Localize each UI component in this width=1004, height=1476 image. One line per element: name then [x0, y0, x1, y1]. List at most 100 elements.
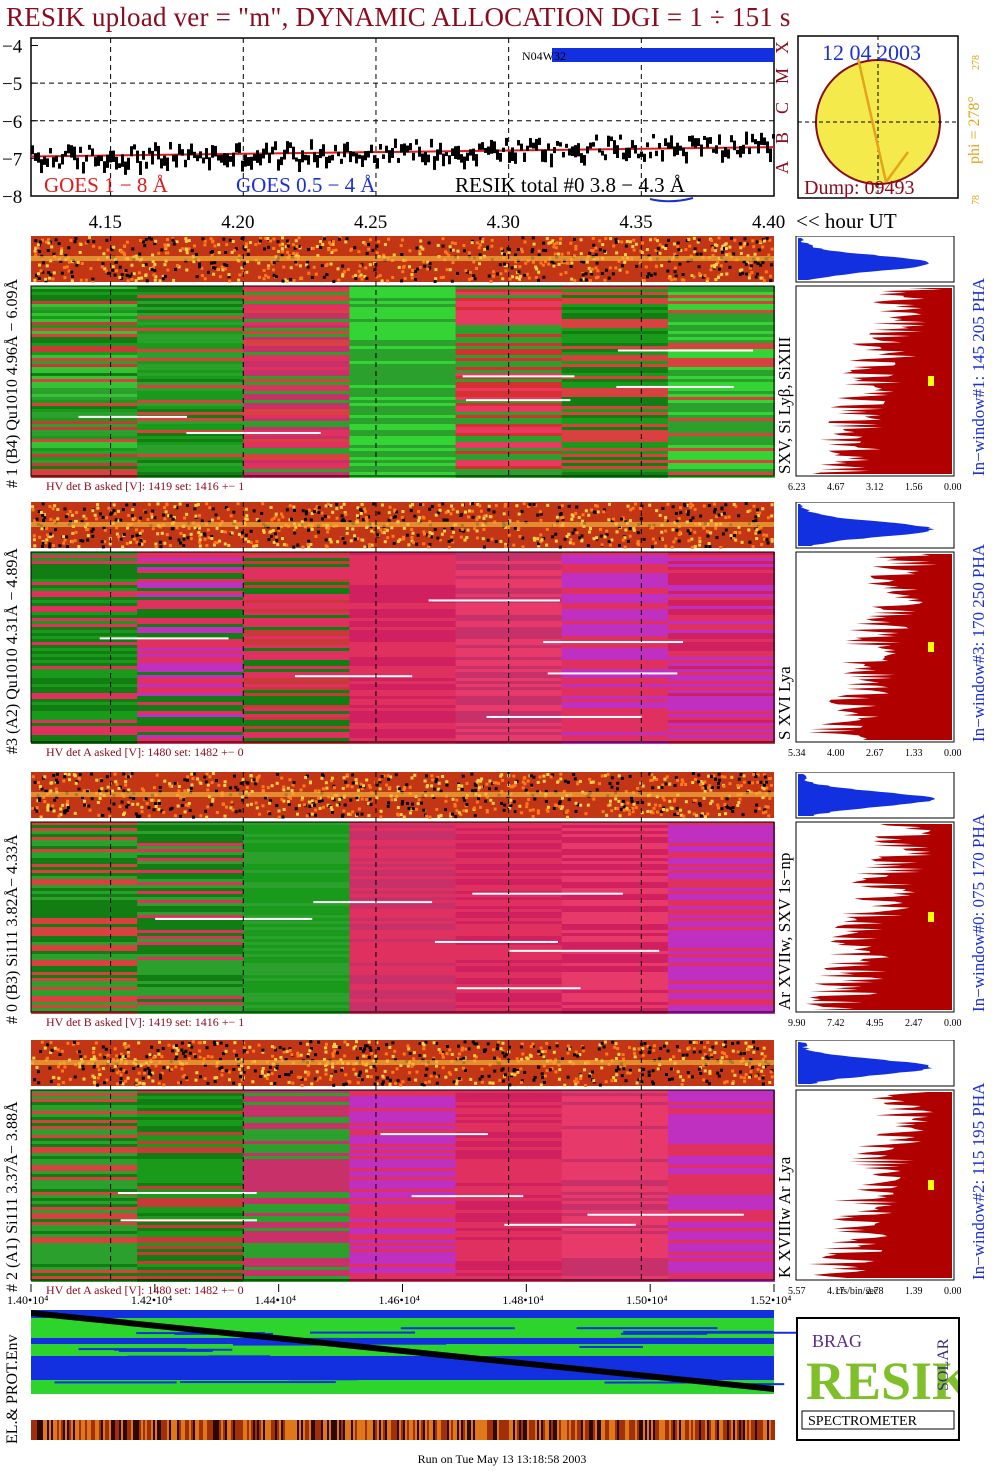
pha-histogram — [798, 238, 930, 280]
pha-histogram — [798, 774, 935, 816]
detector-panel: HV det B asked [V]: 1419 set: 1416 +− 1 A… — [30, 772, 988, 1029]
resik-point — [463, 156, 466, 170]
resik-point — [763, 137, 766, 146]
detector-panel: HV det A asked [V]: 1480 set: 1482 +− 0 K… — [30, 1040, 988, 1297]
resik-point — [637, 153, 640, 159]
spectrum-profile — [808, 554, 952, 740]
resik-point — [46, 158, 49, 168]
resik-point — [700, 144, 703, 157]
resik-point — [235, 143, 238, 153]
resik-point — [466, 152, 469, 161]
resik-point — [568, 148, 571, 156]
resik-point — [631, 140, 634, 149]
goes-light-curve — [30, 131, 775, 175]
marker — [928, 376, 934, 386]
resik-point — [91, 148, 94, 157]
resik-point — [301, 150, 304, 163]
resik-point — [280, 156, 283, 166]
goes-y-tick: −6 — [2, 112, 22, 133]
resik-point — [667, 142, 670, 149]
env-panel: 1.40•10⁴ 1.42•10⁴ 1.44•10⁴ 1.46•10⁴ 1.48•10⁴… — [7, 1284, 879, 1440]
resik-point — [163, 155, 166, 166]
resik-point — [628, 147, 631, 158]
resik-point — [757, 140, 760, 154]
spectrum-tick: 4.17 — [827, 1286, 845, 1297]
phi-label: phi = 278° — [966, 96, 983, 164]
resik-point — [181, 149, 184, 156]
spectrum-tick: 1.39 — [905, 1286, 923, 1297]
resik-point — [535, 138, 538, 151]
spectrum-tick: 4.67 — [827, 482, 845, 493]
phi-small-top: 278 — [971, 55, 982, 70]
resik-point — [562, 151, 565, 158]
resik-point — [625, 147, 628, 162]
resik-point — [760, 132, 763, 145]
resik-point — [580, 153, 583, 163]
resik-point — [187, 149, 190, 161]
goes-y-tick: −4 — [2, 37, 23, 58]
in-window-label: In−window#1: 145 205 PHA — [969, 277, 988, 476]
resik-point — [220, 154, 223, 163]
resik-point — [316, 154, 319, 168]
logo-letters: RESIK — [806, 1351, 958, 1411]
spectrum-tick: 3.12 — [866, 482, 884, 493]
spectrum-tick: 1.56 — [905, 482, 923, 493]
resik-point — [97, 155, 100, 166]
resik-point — [499, 152, 502, 162]
resik-point — [118, 163, 121, 169]
resik-point — [550, 153, 553, 168]
resik-point — [586, 146, 589, 154]
resik-point — [370, 144, 373, 153]
resik-point — [310, 139, 313, 150]
resik-point — [514, 152, 517, 164]
hv-text: HV det B asked [V]: 1419 set: 1416 +− 1 — [46, 1015, 244, 1029]
resik-point — [658, 143, 661, 149]
resik-point — [772, 134, 775, 139]
resik-point — [52, 157, 55, 168]
resik-point — [712, 148, 715, 153]
legend-resik: RESIK total #0 3.8 − 4.3 Å — [455, 173, 686, 197]
time-tick: 4.20 — [221, 212, 254, 233]
bottom-tick: 1.52•10⁴ — [750, 1293, 791, 1307]
resik-point — [190, 143, 193, 156]
resik-point — [355, 153, 358, 164]
resik-point — [709, 137, 712, 144]
resik-point — [679, 145, 682, 151]
resik-point — [526, 145, 529, 151]
resik-point — [142, 150, 145, 160]
resik-point — [409, 143, 412, 151]
spectrum-tick: 6.23 — [788, 482, 806, 493]
resik-point — [70, 145, 73, 158]
resik-point — [388, 150, 391, 163]
resik-point — [295, 157, 298, 162]
resik-point — [529, 137, 532, 148]
resik-point — [517, 140, 520, 146]
resik-point — [421, 153, 424, 163]
bottom-tick: 1.48•10⁴ — [502, 1293, 543, 1307]
resik-point — [478, 143, 481, 150]
spectrum-tick: 0.00 — [944, 1018, 962, 1029]
resik-point — [160, 158, 163, 169]
resik-point — [148, 147, 151, 154]
resik-point — [127, 157, 130, 170]
resik-point — [613, 140, 616, 155]
resik-point — [304, 154, 307, 161]
resik-point — [376, 158, 379, 169]
resik-point — [556, 141, 559, 146]
resik-point — [382, 154, 385, 159]
resik-point — [274, 141, 277, 151]
resik-point — [271, 146, 274, 155]
resik-point — [331, 154, 334, 161]
resik-point — [37, 152, 40, 163]
resik-point — [604, 154, 607, 161]
resik-point — [196, 155, 199, 162]
resik-point — [106, 154, 109, 168]
resik-point — [217, 155, 220, 161]
resik-point — [433, 156, 436, 170]
legend-goes18: GOES 1 − 8 Å — [44, 173, 169, 197]
resik-point — [184, 159, 187, 168]
resik-point — [607, 135, 610, 147]
resik-point — [415, 139, 418, 145]
resik-point — [493, 141, 496, 154]
resik-point — [544, 149, 547, 163]
